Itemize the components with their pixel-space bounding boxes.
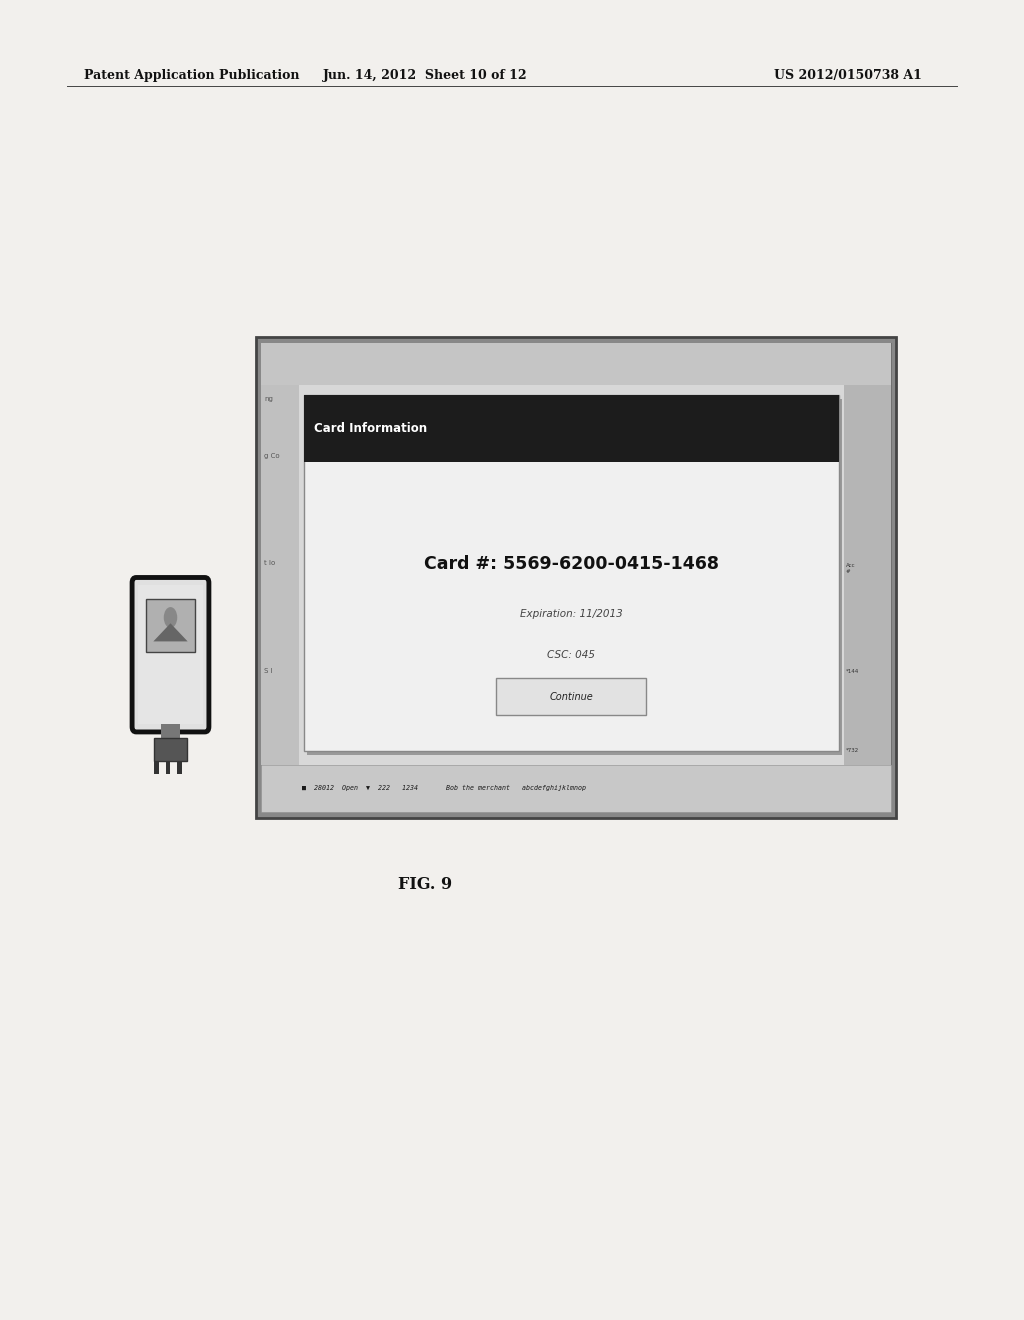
Text: *144: *144 xyxy=(846,669,859,673)
FancyBboxPatch shape xyxy=(132,578,209,731)
Text: Continue: Continue xyxy=(550,692,593,701)
Bar xyxy=(304,395,839,462)
Bar xyxy=(261,766,891,812)
Ellipse shape xyxy=(164,607,177,628)
Text: t lo: t lo xyxy=(264,561,275,566)
Text: g Co: g Co xyxy=(264,453,280,458)
Bar xyxy=(844,385,891,766)
Bar xyxy=(497,678,646,715)
Text: ng: ng xyxy=(264,396,273,403)
Bar xyxy=(261,385,299,766)
Bar xyxy=(166,760,170,774)
Text: Card #: 5569-6200-0415-1468: Card #: 5569-6200-0415-1468 xyxy=(424,554,719,573)
Text: S I: S I xyxy=(264,668,272,675)
Polygon shape xyxy=(154,623,187,642)
Bar xyxy=(304,395,839,751)
Text: *732: *732 xyxy=(846,748,859,754)
Text: Acc
#: Acc # xyxy=(846,562,855,573)
Text: Patent Application Publication: Patent Application Publication xyxy=(84,69,299,82)
Bar xyxy=(256,337,896,818)
Bar xyxy=(261,343,891,812)
Text: Jun. 14, 2012  Sheet 10 of 12: Jun. 14, 2012 Sheet 10 of 12 xyxy=(323,69,527,82)
Bar xyxy=(154,760,159,774)
Text: ■  28012  Open  ▼  222   1234       Bob the merchant   abcdefghijklmnop: ■ 28012 Open ▼ 222 1234 Bob the merchant… xyxy=(302,785,586,792)
Bar xyxy=(138,586,203,723)
Text: CSC: 045: CSC: 045 xyxy=(547,649,595,660)
Bar xyxy=(155,738,186,760)
Bar xyxy=(146,599,195,652)
Bar xyxy=(261,343,891,385)
Text: US 2012/0150738 A1: US 2012/0150738 A1 xyxy=(774,69,922,82)
Bar xyxy=(162,723,179,738)
Bar xyxy=(307,399,842,755)
Bar xyxy=(177,760,182,774)
Text: Card Information: Card Information xyxy=(314,422,427,436)
Text: FIG. 9: FIG. 9 xyxy=(398,876,452,892)
Text: Expiration: 11/2013: Expiration: 11/2013 xyxy=(520,609,623,619)
